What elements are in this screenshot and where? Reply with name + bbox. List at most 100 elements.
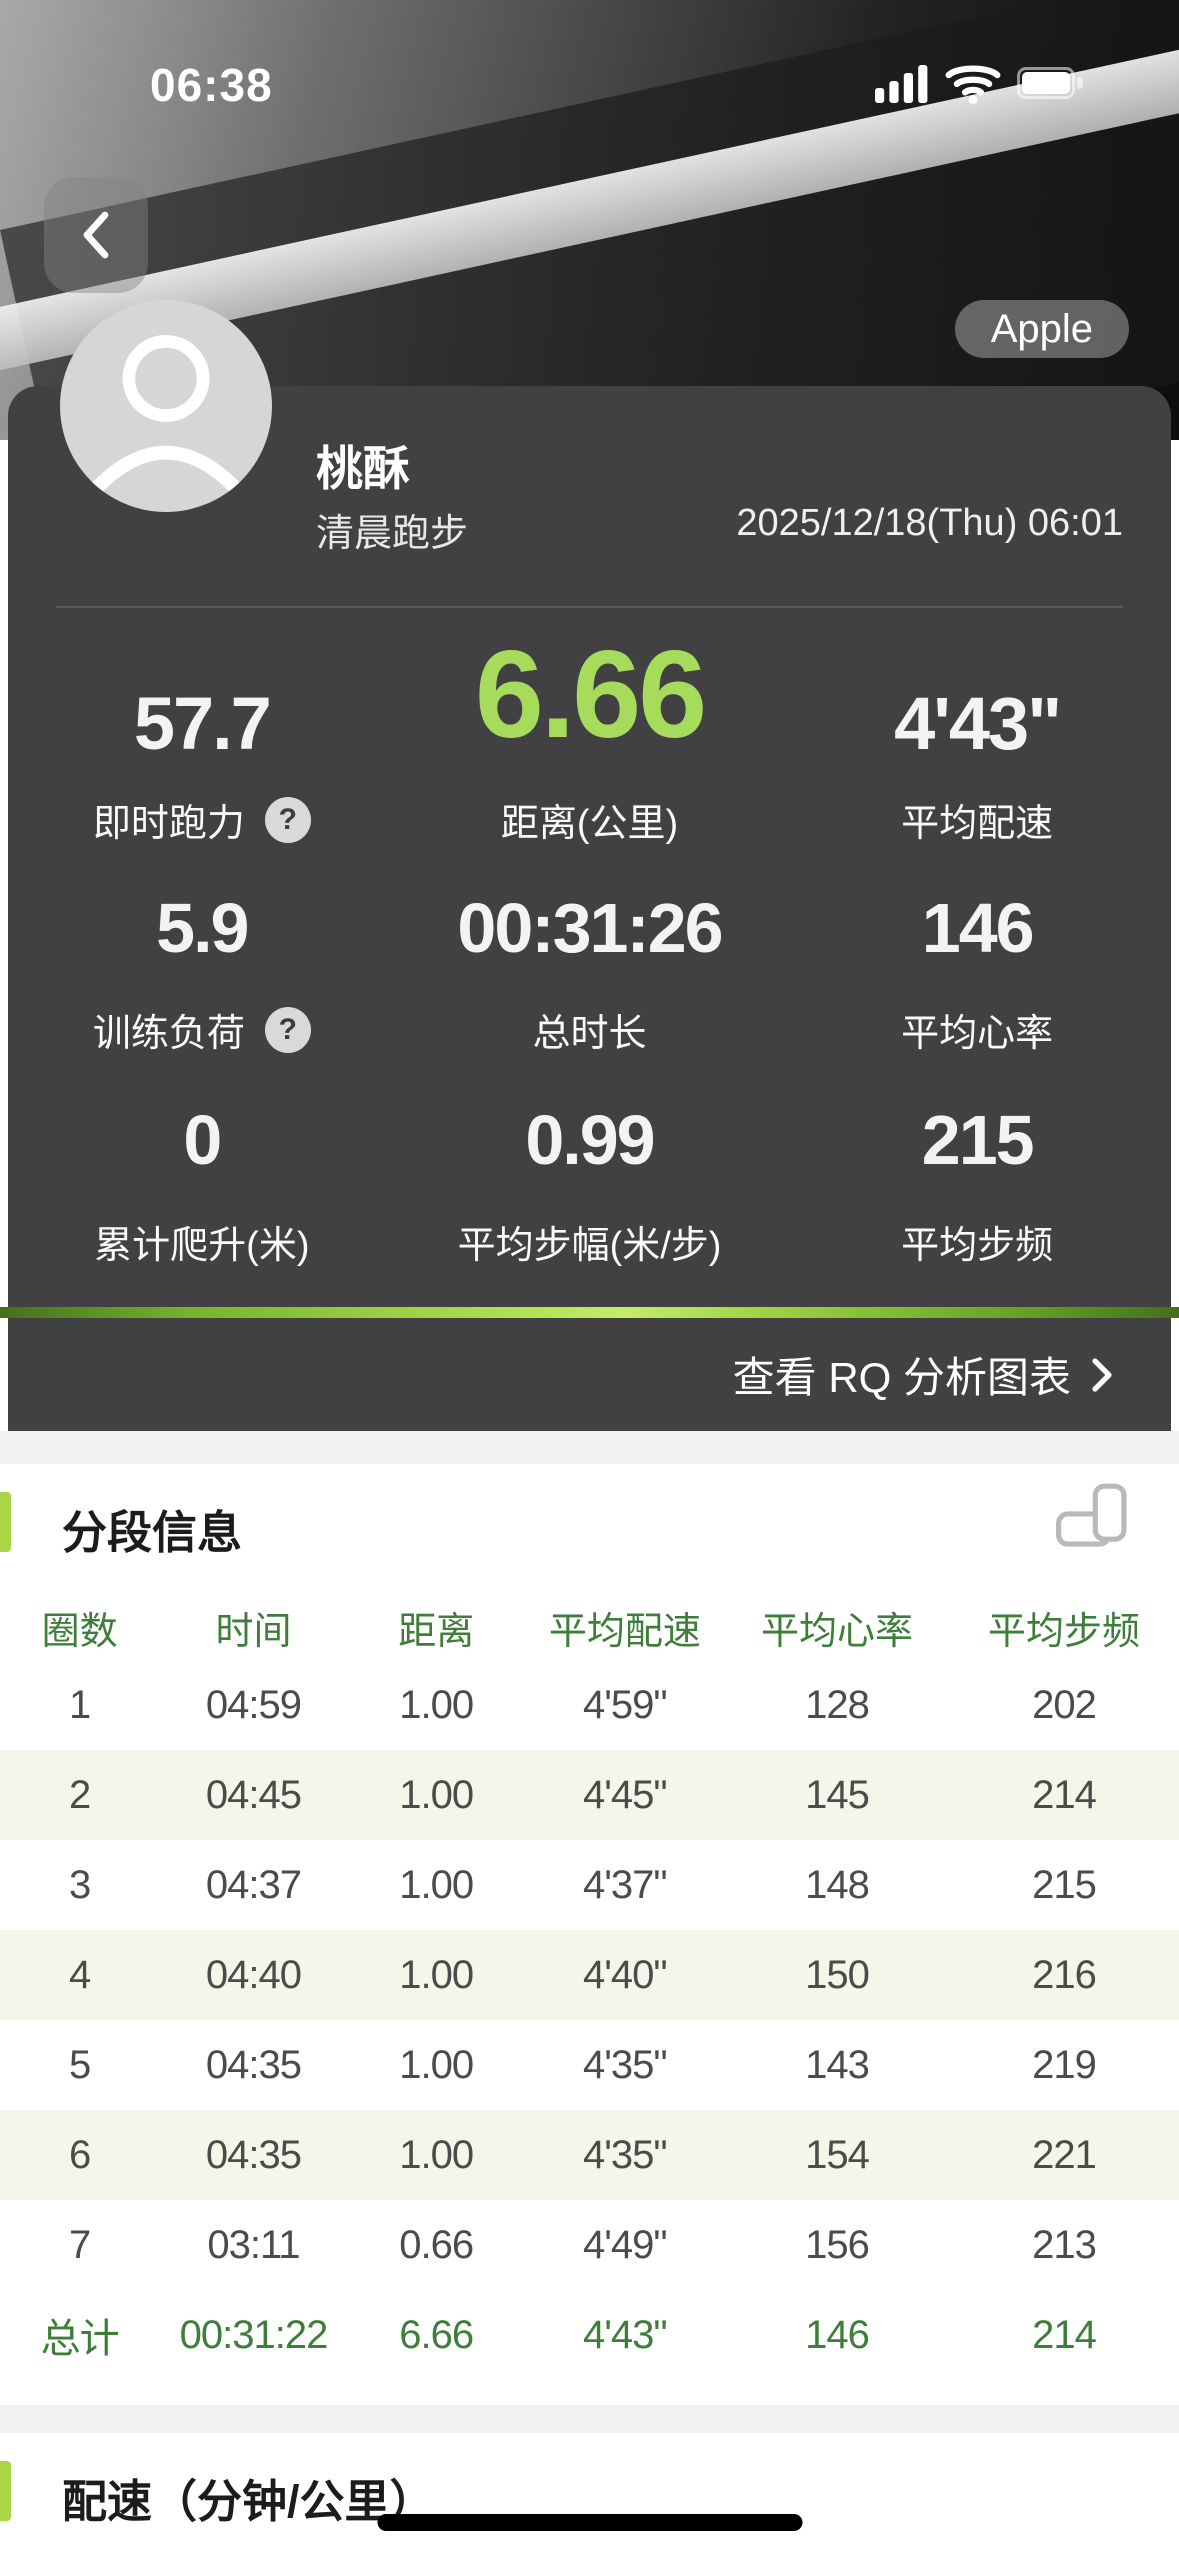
rq-analysis-link[interactable]: 查看 RQ 分析图表 <box>8 1318 1121 1431</box>
lap-cell: 143 <box>805 2042 870 2087</box>
lap-cell: 4'35" <box>583 2042 668 2087</box>
status-icons <box>875 62 1083 104</box>
avatar[interactable] <box>60 300 272 512</box>
stat-value: 146 <box>921 889 1035 967</box>
activity-datetime: 2025/12/18(Thu) 06:01 <box>736 502 1123 544</box>
stat-value: 0.99 <box>525 1101 655 1179</box>
lap-cell: 圈数 <box>41 1610 118 1653</box>
stat-value: 6.66 <box>474 626 707 764</box>
stat-label: 训练负荷 <box>92 1013 245 1055</box>
lap-cell: 04:45 <box>205 1772 302 1817</box>
summary-stat: 6.66 距离(公里) <box>396 626 784 847</box>
summary-stat: 00:31:26 总时长 <box>396 884 784 1057</box>
stat-label: 平均配速 <box>901 803 1054 845</box>
lap-cell: 4'35" <box>583 2132 668 2177</box>
lap-cell: 4'49" <box>583 2222 668 2267</box>
summary-stat: 4'43" 平均配速 <box>783 626 1171 847</box>
lap-cell: 7 <box>68 2222 91 2267</box>
lap-cell: 04:35 <box>205 2132 302 2177</box>
lap-cell: 150 <box>805 1952 870 1997</box>
source-badge-label: Apple <box>990 306 1093 351</box>
summary-stat: 0.99 平均步幅(米/步) <box>396 1096 784 1269</box>
lap-cell: 平均步频 <box>987 1610 1140 1653</box>
lap-cell: 04:40 <box>205 1952 302 1997</box>
laps-compare-button[interactable] <box>1047 1478 1139 1570</box>
help-icon[interactable]: ? <box>264 796 311 843</box>
lap-cell: 6 <box>68 2132 91 2177</box>
source-badge[interactable]: Apple <box>954 300 1129 358</box>
lap-cell: 2 <box>68 1772 91 1817</box>
lap-cell: 1.00 <box>399 2132 474 2177</box>
stat-value: 00:31:26 <box>457 889 723 967</box>
user-name: 桃酥 <box>316 442 410 495</box>
lap-table: 圈数 时间 距离 平均配速 平均心率 平均步频 1 04:59 1.00 4'59" 128 202 2… <box>0 1594 1179 2380</box>
chevron-left-icon <box>83 211 109 259</box>
lap-cell: 04:37 <box>205 1862 302 1907</box>
person-icon <box>87 334 245 498</box>
lap-cell: 213 <box>1032 2222 1097 2267</box>
lap-cell: 1.00 <box>399 1682 474 1727</box>
lap-cell: 3 <box>68 1862 91 1907</box>
lap-cell: 距离 <box>398 1610 475 1653</box>
stat-label: 距离(公里) <box>500 803 679 845</box>
lap-cell: 04:59 <box>205 1682 302 1727</box>
lap-header-row: 圈数 时间 距离 平均配速 平均心率 平均步频 <box>0 1594 1179 1660</box>
laps-section: 分段信息 圈数 时间 距离 平均配速 平均心率 平均步频 1 04:59 1.00 4'59" 12… <box>0 1464 1179 2405</box>
lap-cell: 1 <box>68 1682 91 1727</box>
rq-analysis-label: 查看 RQ 分析图表 <box>732 1354 1071 1401</box>
stat-label: 平均心率 <box>901 1013 1054 1055</box>
stats-row-1: 57.7 即时跑力? 6.66 距离(公里) 4'43" 平均配速 <box>8 626 1171 847</box>
lap-cell: 219 <box>1032 2042 1097 2087</box>
pace-section: 配速（分钟/公里） <box>0 2433 1179 2556</box>
lap-cell: 4'40" <box>583 1952 668 1997</box>
lap-cell: 148 <box>805 1862 870 1907</box>
lap-row: 7 03:11 0.66 4'49" 156 213 <box>0 2200 1179 2290</box>
section-accent-bar <box>0 2461 11 2521</box>
green-gradient-divider <box>0 1307 1179 1318</box>
summary-stat: 215 平均步频 <box>783 1096 1171 1269</box>
divider <box>56 606 1123 608</box>
home-indicator[interactable] <box>377 2514 802 2531</box>
lap-cell: 221 <box>1032 2132 1097 2177</box>
summary-stat: 57.7 即时跑力? <box>8 626 396 847</box>
stats-row-3: 0 累计爬升(米) 0.99 平均步幅(米/步) 215 平均步频 <box>8 1096 1171 1269</box>
activity-title: 清晨跑步 <box>316 513 469 555</box>
summary-stat: 5.9 训练负荷? <box>8 884 396 1057</box>
lap-cell: 4'59" <box>583 1682 668 1727</box>
lap-total-row: 总计 00:31:22 6.66 4'43" 146 214 <box>0 2290 1179 2380</box>
lap-cell: 214 <box>1032 2312 1097 2357</box>
stat-value: 215 <box>921 1101 1035 1179</box>
stat-label: 即时跑力 <box>92 803 245 845</box>
lap-cell: 1.00 <box>399 1952 474 1997</box>
cellular-signal-icon <box>875 65 928 103</box>
status-bar: 06:38 <box>0 58 1179 118</box>
back-button[interactable] <box>44 177 148 293</box>
summary-stat: 146 平均心率 <box>783 884 1171 1057</box>
lap-cell: 145 <box>805 1772 870 1817</box>
battery-icon <box>1017 67 1083 99</box>
chevron-right-icon <box>1092 1357 1112 1392</box>
lap-row: 5 04:35 1.00 4'35" 143 219 <box>0 2020 1179 2110</box>
lap-row: 4 04:40 1.00 4'40" 150 216 <box>0 1930 1179 2020</box>
lap-cell: 00:31:22 <box>179 2312 329 2357</box>
section-gap <box>0 1431 1179 1464</box>
summary-stat: 0 累计爬升(米) <box>8 1096 396 1269</box>
stat-value: 0 <box>183 1101 222 1179</box>
lap-cell: 平均配速 <box>548 1610 701 1653</box>
lap-cell: 202 <box>1032 1682 1097 1727</box>
laps-compare-icon <box>1056 1483 1127 1547</box>
status-time: 06:38 <box>150 59 273 111</box>
stat-value: 5.9 <box>156 889 249 967</box>
pace-section-title: 配速（分钟/公里） <box>62 2476 435 2527</box>
lap-cell: 04:35 <box>205 2042 302 2087</box>
lap-cell: 4'43" <box>583 2312 668 2357</box>
lap-cell: 214 <box>1032 1772 1097 1817</box>
lap-cell: 0.66 <box>399 2222 474 2267</box>
section-gap <box>0 2405 1179 2433</box>
help-icon[interactable]: ? <box>264 1006 311 1053</box>
lap-row: 6 04:35 1.00 4'35" 154 221 <box>0 2110 1179 2200</box>
lap-row: 1 04:59 1.00 4'59" 128 202 <box>0 1660 1179 1750</box>
lap-row: 3 04:37 1.00 4'37" 148 215 <box>0 1840 1179 1930</box>
laps-section-title: 分段信息 <box>62 1507 243 1558</box>
